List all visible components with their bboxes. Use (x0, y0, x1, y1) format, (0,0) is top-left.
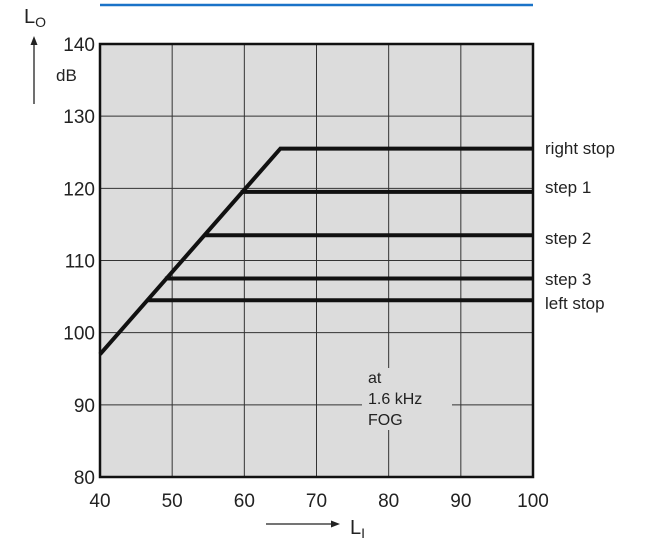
x-tick-label: 60 (234, 491, 255, 512)
y-tick-labels: 80 90 100 110 120 130 140 (63, 35, 95, 489)
series-line-right-stop (98, 146, 533, 356)
x-tick-label: 90 (450, 491, 471, 512)
annotation-background (362, 368, 452, 430)
y-tick-label: 90 (74, 396, 95, 417)
x-tick-label: 80 (378, 491, 399, 512)
y-tick-label: 140 (63, 35, 95, 56)
plot-frame (98, 42, 535, 479)
annotation-line-1: at (368, 370, 382, 387)
x-axis-arrow-head (331, 520, 340, 528)
y-tick-label: 120 (63, 179, 95, 200)
series-label-step-3: step 3 (545, 270, 591, 289)
series-label-right-stop: right stop (545, 139, 615, 158)
series-group (98, 146, 533, 356)
x-tick-label: 70 (306, 491, 327, 512)
y-tick-label: 110 (65, 252, 95, 273)
annotation-line-3: FOG (368, 412, 403, 429)
x-axis-label-sub: I (361, 525, 365, 541)
series-label-left-stop: left stop (545, 294, 605, 313)
x-tick-labels: 40 50 60 70 80 90 100 (89, 491, 548, 512)
x-tick-label: 100 (517, 491, 549, 512)
y-axis-arrow-head (30, 36, 38, 45)
y-tick-label: 80 (74, 468, 95, 489)
y-axis-unit: dB (56, 66, 77, 85)
series-label-step-1: step 1 (545, 178, 591, 197)
series-label-step-2: step 2 (545, 229, 591, 248)
x-tick-label: 50 (162, 491, 183, 512)
x-tick-label: 40 (89, 491, 110, 512)
y-axis-label: LO (24, 6, 46, 30)
annotation-line-2: 1.6 kHz (368, 391, 422, 408)
x-axis-label: LI (350, 517, 365, 541)
y-tick-label: 130 (63, 107, 95, 128)
y-tick-label: 100 (63, 324, 95, 345)
series-labels: right stop step 1 step 2 step 3 left stop (545, 139, 615, 313)
y-axis-label-sub: O (35, 14, 46, 30)
